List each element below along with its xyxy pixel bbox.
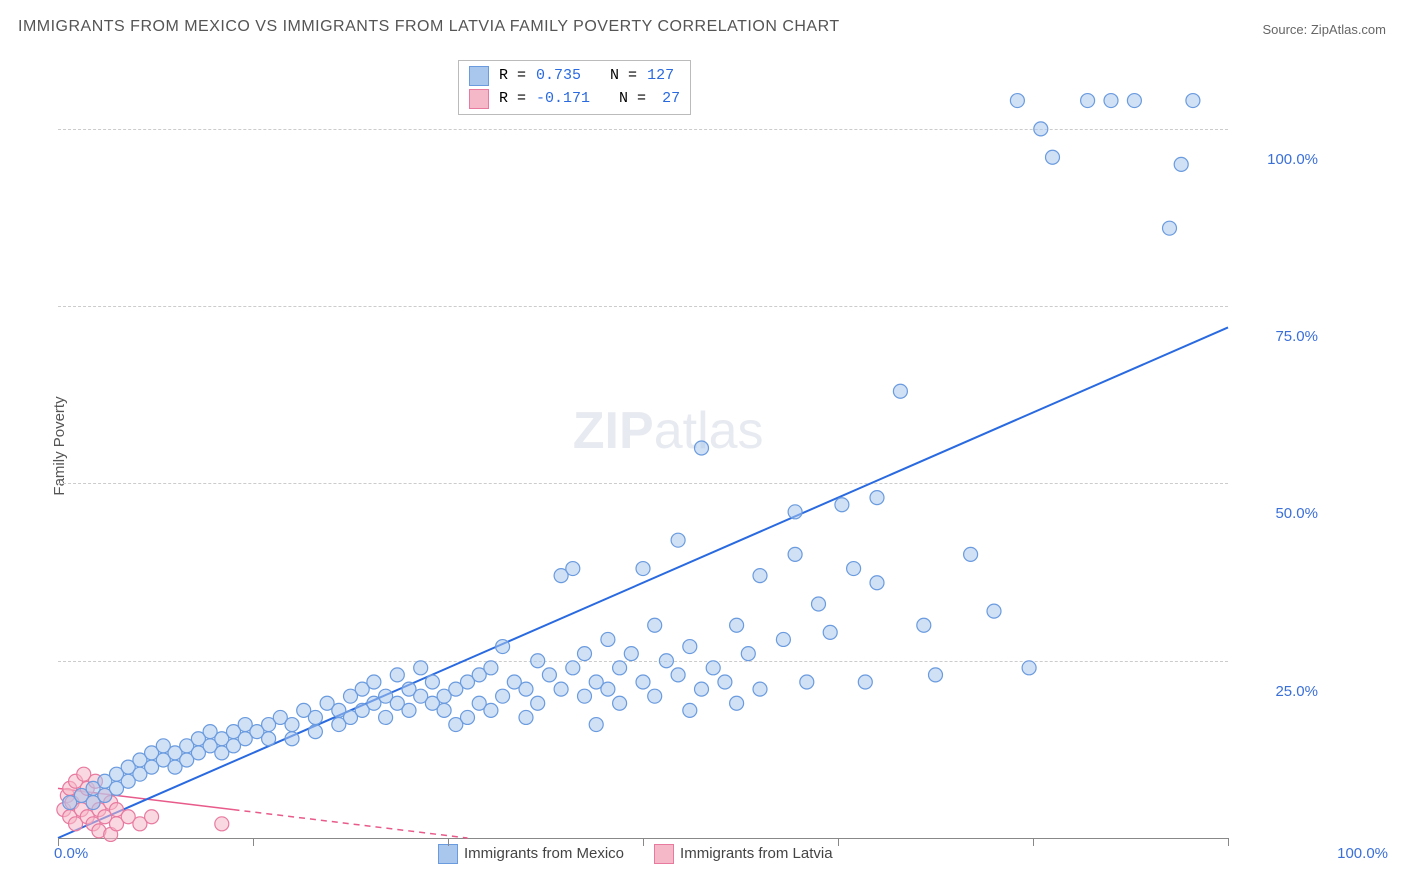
stats-row-latvia: R = -0.171 N = 27 (469, 88, 680, 111)
chart-area: ZIPatlas 25.0%50.0%75.0%100.0% R = 0.735… (58, 58, 1228, 839)
x-axis-max-label: 100.0% (1337, 845, 1388, 862)
n-value-latvia: 27 (662, 88, 680, 111)
legend-item-mexico: Immigrants from Mexico (438, 844, 624, 864)
scatter-plot-svg (58, 58, 1228, 838)
series-legend: Immigrants from Mexico Immigrants from L… (438, 844, 833, 864)
y-tick-label: 75.0% (1238, 328, 1318, 345)
correlation-stats-box: R = 0.735 N = 127 R = -0.171 N = 27 (458, 60, 691, 115)
y-tick-label: 50.0% (1238, 505, 1318, 522)
legend-item-latvia: Immigrants from Latvia (654, 844, 833, 864)
swatch-mexico-icon (438, 844, 458, 864)
legend-label-latvia: Immigrants from Latvia (680, 845, 833, 862)
stats-row-mexico: R = 0.735 N = 127 (469, 65, 680, 88)
n-label: N = (610, 65, 637, 88)
r-value-mexico: 0.735 (536, 65, 581, 88)
y-tick-label: 100.0% (1238, 151, 1318, 168)
swatch-latvia-icon (469, 89, 489, 109)
legend-label-mexico: Immigrants from Mexico (464, 845, 624, 862)
source-attribution: Source: ZipAtlas.com (1262, 22, 1386, 37)
swatch-mexico-icon (469, 66, 489, 86)
chart-title: IMMIGRANTS FROM MEXICO VS IMMIGRANTS FRO… (18, 18, 840, 36)
swatch-latvia-icon (654, 844, 674, 864)
source-link[interactable]: ZipAtlas.com (1311, 22, 1386, 37)
r-value-latvia: -0.171 (536, 88, 590, 111)
x-axis-min-label: 0.0% (54, 845, 88, 862)
y-tick-label: 25.0% (1238, 683, 1318, 700)
source-prefix: Source: (1262, 22, 1310, 37)
n-value-mexico: 127 (647, 65, 674, 88)
r-label: R = (499, 65, 526, 88)
r-label: R = (499, 88, 526, 111)
n-label: N = (619, 88, 646, 111)
